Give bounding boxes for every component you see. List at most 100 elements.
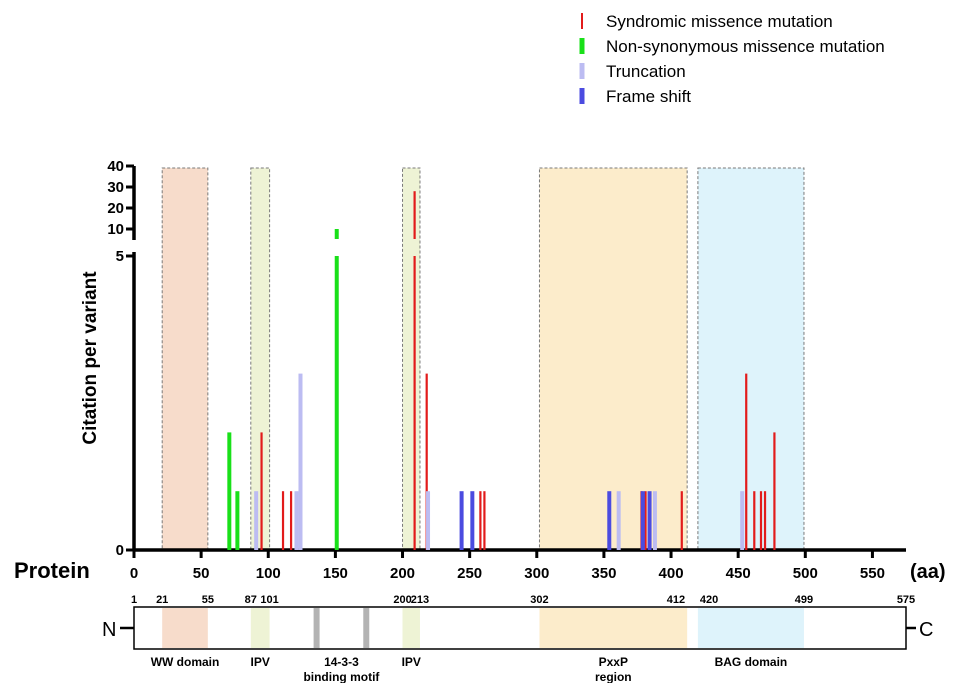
domain-region-0 bbox=[161, 167, 209, 551]
legend-label: Non-synonymous missence mutation bbox=[606, 37, 885, 56]
domain-region-1 bbox=[250, 167, 271, 551]
domain-highlight-layer bbox=[161, 167, 805, 551]
x-tick-label: 400 bbox=[659, 565, 684, 582]
protein-domain-map: N C 1 21 55 87 101 200 213 302 412 420 499 575 WW doma… bbox=[102, 594, 933, 683]
x-tick-label: 100 bbox=[256, 565, 281, 582]
bar-series-0 bbox=[413, 256, 416, 550]
bar-series-3 bbox=[459, 491, 464, 550]
x-axis-unit: (aa) bbox=[910, 561, 946, 583]
bar-series-2 bbox=[740, 491, 745, 550]
legend-swatch bbox=[579, 38, 585, 54]
bar-series-0 bbox=[281, 491, 285, 550]
domain-label: BAG domain bbox=[715, 655, 788, 669]
y-tick-label: 30 bbox=[107, 179, 124, 196]
legend: Syndromic missence mutation Non-synonymou… bbox=[579, 12, 885, 106]
bar-series-1 bbox=[227, 432, 232, 550]
bar-series-0 bbox=[483, 491, 486, 550]
n-terminus-label: N bbox=[102, 619, 116, 641]
protein-box bbox=[133, 606, 907, 650]
position-label: 21 bbox=[156, 594, 168, 606]
map-domain-1 bbox=[250, 608, 270, 648]
x-tick-label: 150 bbox=[323, 565, 348, 582]
x-tick-label: 50 bbox=[193, 565, 210, 582]
position-label: 55 bbox=[202, 594, 214, 606]
position-label: 412 bbox=[667, 594, 685, 606]
mutation-bars bbox=[227, 191, 776, 550]
domain-label: IPV bbox=[402, 655, 421, 669]
bar-series-0 bbox=[773, 432, 776, 550]
x-axis-title: Protein bbox=[14, 558, 90, 583]
bar-series-3 bbox=[607, 491, 612, 550]
bar-series-0 bbox=[745, 373, 748, 550]
domain-region-2 bbox=[402, 167, 421, 551]
x-tick-label: 200 bbox=[390, 565, 415, 582]
x-tick-label: 0 bbox=[130, 565, 138, 582]
position-label: 200 bbox=[393, 594, 411, 606]
bar-series-0 bbox=[644, 491, 647, 550]
domain-label: WW domain bbox=[151, 655, 220, 669]
bar-series-0 bbox=[289, 491, 293, 550]
bar-series-2 bbox=[652, 491, 657, 550]
domain-label: 14-3-3 bbox=[324, 655, 359, 669]
position-label: 420 bbox=[700, 594, 718, 606]
x-tick-label: 250 bbox=[457, 565, 482, 582]
map-domain-0 bbox=[162, 608, 208, 648]
legend-label: Syndromic missence mutation bbox=[606, 12, 833, 31]
bar-series-1 bbox=[235, 491, 240, 550]
map-domain-3 bbox=[539, 608, 688, 648]
position-label: 1 bbox=[131, 594, 137, 606]
bar-series-0-upper bbox=[413, 191, 416, 239]
bar-series-2 bbox=[298, 373, 303, 550]
position-label: 87 bbox=[245, 594, 257, 606]
x-tick-label: 450 bbox=[726, 565, 751, 582]
x-tick-label: 300 bbox=[524, 565, 549, 582]
position-label: 575 bbox=[897, 594, 915, 606]
y-tick-label: 20 bbox=[107, 200, 124, 217]
bar-series-2 bbox=[254, 491, 259, 550]
bar-series-0 bbox=[680, 491, 683, 550]
domain-label: region bbox=[595, 670, 632, 683]
map-domain-2 bbox=[402, 608, 420, 648]
domain-label: binding motif bbox=[303, 670, 380, 683]
bar-series-3 bbox=[647, 491, 652, 550]
bar-series-3 bbox=[640, 491, 645, 550]
domain-label: PxxP bbox=[599, 655, 628, 669]
y-tick-label: 40 bbox=[107, 158, 124, 175]
bar-series-1-upper bbox=[334, 229, 339, 239]
bar-series-0 bbox=[753, 491, 756, 550]
legend-label: Truncation bbox=[606, 62, 686, 81]
bar-series-1 bbox=[334, 256, 339, 550]
bar-series-0 bbox=[479, 491, 482, 550]
chart-axes: 0 50 100 150 200 250 300 350 400 450 500 550 0 5 10 20 3… bbox=[107, 158, 906, 582]
legend-label: Frame shift bbox=[606, 87, 691, 106]
x-tick-label: 350 bbox=[591, 565, 616, 582]
bar-series-3 bbox=[470, 491, 475, 550]
motif-marker bbox=[313, 608, 320, 648]
bar-series-2 bbox=[294, 491, 299, 550]
bar-series-2 bbox=[616, 491, 621, 550]
position-label: 302 bbox=[530, 594, 548, 606]
legend-swatch bbox=[581, 13, 583, 29]
legend-swatch bbox=[579, 88, 585, 104]
x-tick-label: 550 bbox=[860, 565, 885, 582]
bar-series-0 bbox=[260, 432, 263, 550]
position-label: 213 bbox=[411, 594, 429, 606]
bar-series-2 bbox=[426, 491, 431, 550]
x-tick-label: 500 bbox=[793, 565, 818, 582]
legend-swatch bbox=[579, 63, 585, 79]
y-tick-label: 5 bbox=[116, 248, 124, 265]
y-tick-label: 0 bbox=[116, 542, 124, 559]
domain-label: IPV bbox=[251, 655, 270, 669]
domain-region-4 bbox=[697, 167, 805, 551]
position-label: 499 bbox=[795, 594, 813, 606]
y-axis-title: Citation per variant bbox=[80, 271, 101, 445]
domain-region-3 bbox=[538, 167, 688, 551]
position-label: 101 bbox=[260, 594, 278, 606]
bar-series-0 bbox=[425, 373, 428, 550]
c-terminus-label: C bbox=[919, 619, 933, 641]
bar-series-0 bbox=[759, 491, 763, 550]
bar-series-0 bbox=[763, 491, 767, 550]
map-domain-4 bbox=[697, 608, 804, 648]
y-tick-label: 10 bbox=[107, 221, 124, 238]
